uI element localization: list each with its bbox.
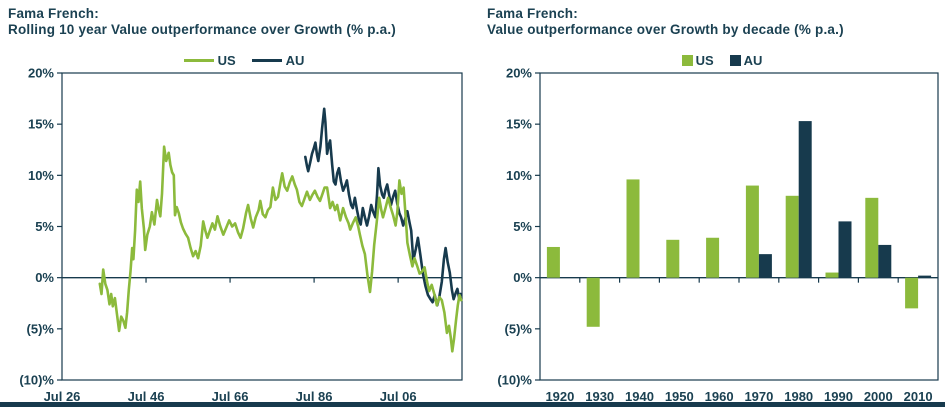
line-chart-x-tick-label: Jul 86 — [296, 389, 333, 404]
bar-chart-y-tick-label: 15% — [506, 117, 532, 132]
us-square-swatch-icon — [681, 55, 693, 66]
us-bar-1920 — [546, 246, 560, 278]
au-bar-1980 — [798, 121, 812, 278]
us-bar-1940 — [626, 179, 640, 278]
us-bar-1930 — [586, 277, 600, 327]
line-chart-x-tick-label: Jul 46 — [128, 389, 165, 404]
line-chart-y-tick-label: 5% — [35, 219, 54, 234]
line-chart-y-tick-label: 15% — [28, 117, 54, 132]
au-bar-1970 — [758, 254, 772, 278]
legend-label-au: AU — [743, 53, 763, 68]
line-chart-y-tick-label: 10% — [28, 168, 54, 183]
us-bar-1960 — [706, 237, 720, 278]
bar-chart-x-tick-label: 1980 — [784, 389, 813, 404]
us-bar-1980 — [785, 195, 799, 278]
bar-chart-y-tick-label: 0% — [513, 270, 532, 285]
line-chart-y-tick-label: (10)% — [19, 373, 54, 388]
legend-label-us: US — [217, 53, 236, 68]
us-bar-1970 — [745, 185, 759, 278]
line-chart-x-tick-label: Jul 06 — [380, 389, 417, 404]
right-chart-title-line2: Value outperformance over Growth by deca… — [487, 22, 844, 37]
us-bar-1990 — [825, 272, 839, 278]
au-square-swatch-icon — [729, 55, 741, 66]
left-chart-legend: US AU — [26, 53, 462, 68]
left-chart-title-line1: Fama French: — [8, 6, 99, 21]
us-bar-2000 — [865, 197, 879, 278]
au-line-series — [304, 107, 462, 307]
bar-chart-x-tick-label: 1960 — [705, 389, 734, 404]
right-chart-title-line1: Fama French: — [487, 6, 578, 21]
line-chart-y-tick-label: 20% — [28, 66, 54, 81]
line-chart-plot-frame — [61, 72, 463, 381]
legend-item-us: US — [681, 53, 714, 68]
bar-chart-x-tick-label: 2010 — [904, 389, 933, 404]
bar-chart-y-tick-label: (10)% — [497, 373, 532, 388]
us-line-series — [98, 145, 463, 353]
legend-label-au: AU — [285, 53, 305, 68]
bar-chart-x-tick-label: 1970 — [744, 389, 773, 404]
right-chart-title: Fama French: Value outperformance over G… — [487, 6, 844, 38]
legend-item-au: AU — [251, 53, 305, 68]
legend-item-us: US — [183, 53, 236, 68]
bar-chart-x-tick-label: 1920 — [545, 389, 574, 404]
us-line-swatch-icon — [183, 58, 214, 63]
bar-chart-x-tick-label: 1930 — [585, 389, 614, 404]
line-chart-x-tick-label: Jul 26 — [44, 389, 81, 404]
bar-chart-x-tick-label: 1990 — [824, 389, 853, 404]
bottom-divider-strip — [0, 402, 945, 407]
bar-chart-x-tick-label: 1940 — [625, 389, 654, 404]
au-line-swatch-icon — [251, 58, 282, 63]
line-chart-x-tick-label: Jul 66 — [212, 389, 249, 404]
us-bar-2010 — [905, 277, 919, 309]
bar-chart-x-tick-label: 1950 — [665, 389, 694, 404]
bar-chart-y-tick-label: (5)% — [505, 321, 533, 336]
legend-label-us: US — [695, 53, 714, 68]
bar-chart-y-tick-label: 5% — [513, 219, 532, 234]
au-bar-1990 — [838, 221, 852, 278]
left-chart-title-line2: Rolling 10 year Value outperformance ove… — [8, 22, 396, 37]
bar-chart-y-tick-label: 20% — [506, 66, 532, 81]
bar-chart-y-tick-label: 10% — [506, 168, 532, 183]
bar-chart-x-tick-label: 2000 — [864, 389, 893, 404]
au-bar-2010 — [918, 275, 932, 278]
us-bar-1950 — [666, 239, 680, 278]
right-chart-legend: US AU — [486, 53, 945, 68]
left-chart-title: Fama French: Rolling 10 year Value outpe… — [8, 6, 396, 38]
line-chart-y-tick-label: 0% — [35, 270, 54, 285]
legend-item-au: AU — [729, 53, 763, 68]
line-chart-y-tick-label: (5)% — [27, 321, 55, 336]
au-bar-2000 — [878, 244, 892, 278]
